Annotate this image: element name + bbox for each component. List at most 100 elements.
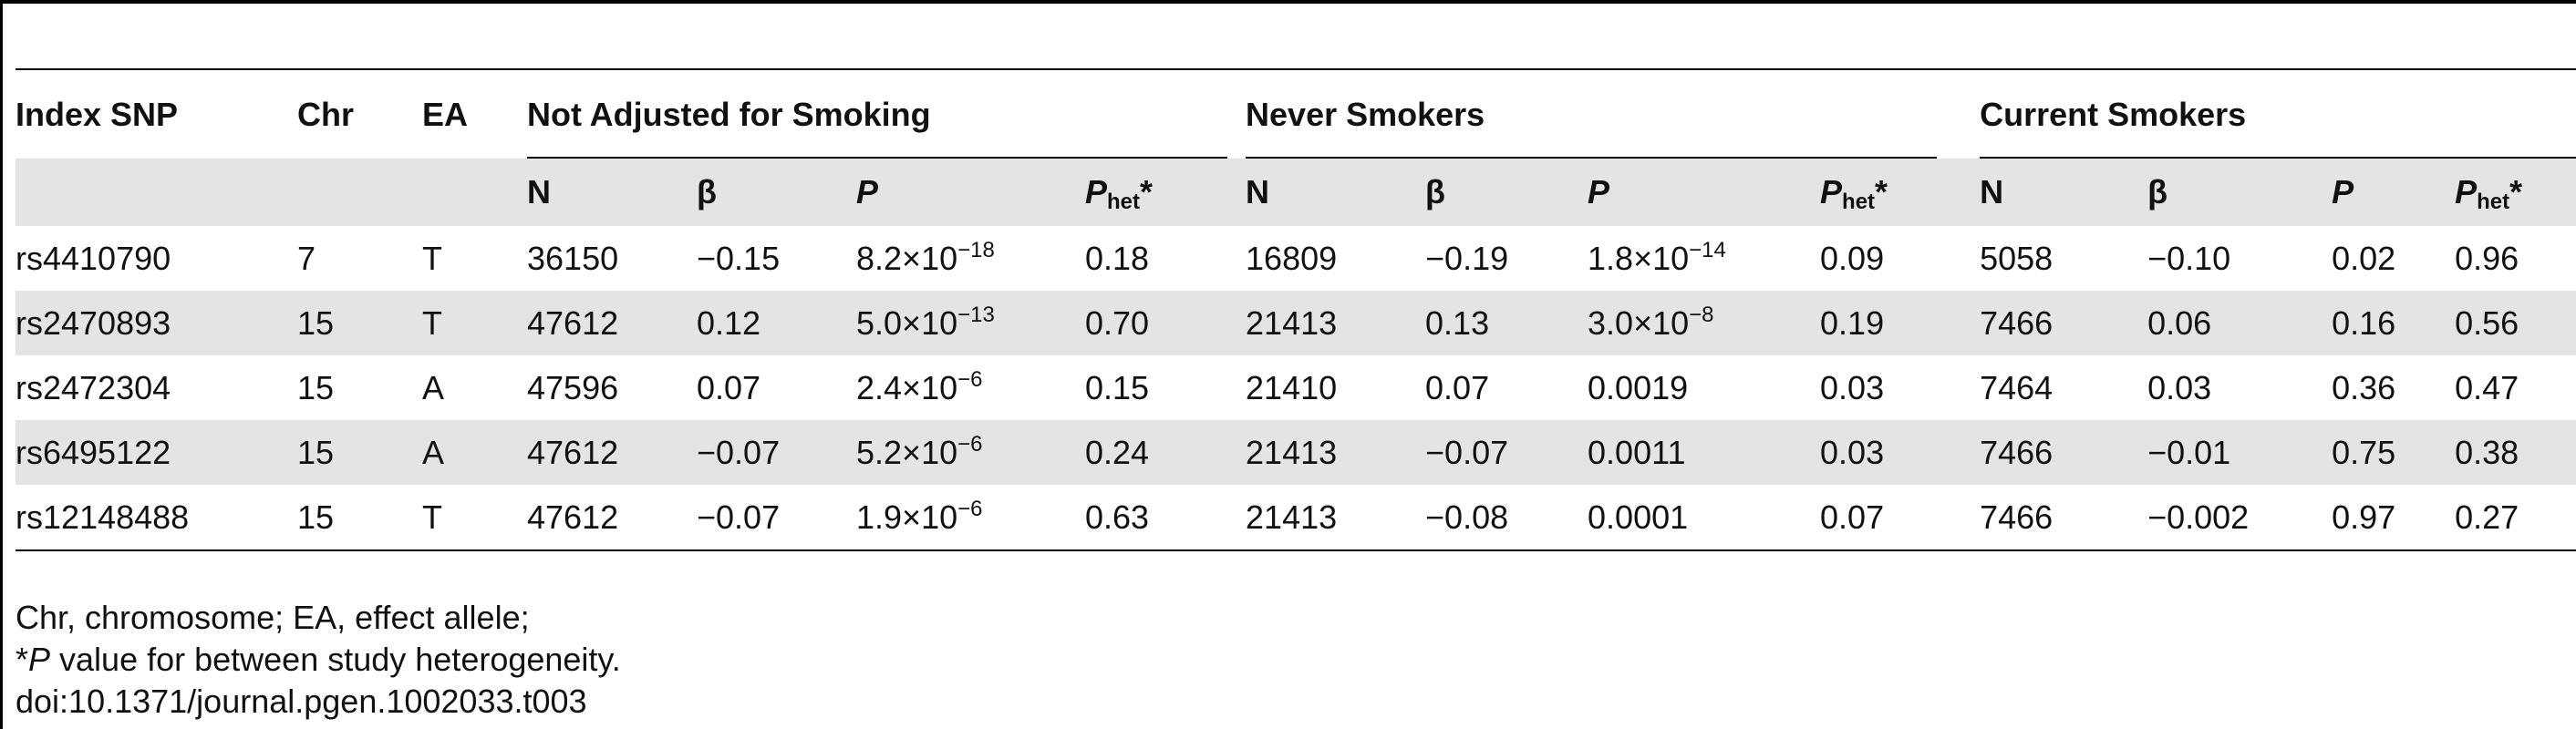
cell-n: 7464 xyxy=(1980,368,2054,406)
cell-phet: 0.27 xyxy=(2455,485,2576,551)
cell-p: 5.2×10−6 xyxy=(856,420,1085,485)
cell-phet: 0.07 xyxy=(1820,485,1981,551)
group-label: Not Adjusted for Smoking xyxy=(527,95,931,133)
cell-p: 5.0×10−13 xyxy=(856,291,1085,355)
col-header-index-snp: Index SNP xyxy=(16,68,297,159)
cell-phet: 0.70 xyxy=(1085,291,1247,355)
cell-phet: 0.56 xyxy=(2455,291,2576,355)
cell-phet: 0.38 xyxy=(2455,420,2576,485)
header-row-groups: Index SNP Chr EA Not Adjusted for Smokin… xyxy=(16,68,2576,159)
cell-beta: −0.01 xyxy=(2147,420,2333,485)
table-row: rs12148488 15 T 47612 −0.07 1.9×10−6 0.63 21413… xyxy=(16,485,2576,551)
cell-phet: 0.47 xyxy=(2455,368,2519,406)
empty-header-cell xyxy=(422,159,527,226)
group-header-never-smokers: Never Smokers xyxy=(1246,68,1981,159)
cell-phet: 0.03 xyxy=(1820,420,1981,485)
cell-n: 21410 xyxy=(1246,368,1338,406)
cell-p: 1.9×10−6 xyxy=(856,485,1085,551)
cell-beta: −0.08 xyxy=(1425,485,1588,551)
sub-header-p: P xyxy=(1588,159,1821,226)
cell-n: 21413 xyxy=(1246,291,1426,355)
cell-beta: −0.15 xyxy=(697,239,781,277)
cell-phet: 0.96 xyxy=(2455,239,2519,277)
sub-header-n: N xyxy=(1980,159,2148,226)
footnote-doi: doi:10.1371/journal.pgen.1002033.t003 xyxy=(16,683,587,720)
table-row: rs4410790 7 T 36150 −0.15 8.2×10−18 0.18 16809 −… xyxy=(16,226,2576,291)
group-label: Never Smokers xyxy=(1246,95,1485,133)
cell-snp: rs6495122 xyxy=(16,420,297,485)
cell-n: 47612 xyxy=(527,291,697,355)
group-label: Current Smokers xyxy=(1980,95,2247,133)
results-table-container: Index SNP Chr EA Not Adjusted for Smokin… xyxy=(16,68,2576,551)
col-header-chr: Chr xyxy=(297,68,422,159)
cell-n: 7466 xyxy=(1980,485,2148,551)
header-row-subcolumns: N β P Phet* N β P Phet* N β P Phet* xyxy=(16,159,2576,226)
sub-header-phet: Phet* xyxy=(2455,159,2576,226)
cell-n: 16809 xyxy=(1246,239,1338,277)
cell-beta: 0.07 xyxy=(1425,368,1490,406)
cell-beta: 0.06 xyxy=(2147,291,2333,355)
cell-p: 8.2×10−18 xyxy=(856,237,995,277)
table-row: rs6495122 15 A 47612 −0.07 5.2×10−6 0.24 21413−… xyxy=(16,420,2576,485)
cell-p: 0.0001 xyxy=(1588,485,1821,551)
sub-header-phet: Phet* xyxy=(1085,159,1247,226)
cell-beta: 0.12 xyxy=(697,291,856,355)
cell-p: 0.0019 xyxy=(1588,368,1689,406)
cell-p: 0.0011 xyxy=(1588,420,1821,485)
table-row: rs2472304 15 A 47596 0.07 2.4×10−6 0.15 21410 0.… xyxy=(16,355,2576,420)
cell-chr: 15 xyxy=(297,485,422,551)
sub-header-beta: β xyxy=(1425,159,1588,226)
cell-n: 7466 xyxy=(1980,420,2148,485)
cell-beta: 0.03 xyxy=(2147,368,2212,406)
cell-p: 1.8×10−14 xyxy=(1588,237,1726,277)
table-footnotes: Chr, chromosome; EA, effect allele; *P v… xyxy=(16,597,621,723)
cell-p: 2.4×10−6 xyxy=(856,366,983,406)
cell-beta: −0.07 xyxy=(697,485,856,551)
cell-ea: A xyxy=(422,368,445,406)
cell-snp: rs4410790 xyxy=(16,239,171,277)
cell-beta: 0.13 xyxy=(1425,291,1588,355)
cell-ea: A xyxy=(422,420,527,485)
sub-header-p: P xyxy=(2332,159,2456,226)
sub-header-beta: β xyxy=(697,159,856,226)
cell-n: 5058 xyxy=(1980,239,2054,277)
cell-chr: 15 xyxy=(297,368,335,406)
cell-beta: −0.07 xyxy=(1425,420,1588,485)
cell-beta: −0.19 xyxy=(1425,239,1509,277)
cell-chr: 7 xyxy=(297,239,316,277)
cell-phet: 0.15 xyxy=(1085,368,1150,406)
col-header-ea: EA xyxy=(422,68,527,159)
cell-p: 0.75 xyxy=(2332,420,2456,485)
cell-beta: 0.07 xyxy=(697,368,761,406)
empty-header-cell xyxy=(16,159,297,226)
cell-phet: 0.63 xyxy=(1085,485,1247,551)
cell-ea: T xyxy=(422,291,527,355)
results-table: Index SNP Chr EA Not Adjusted for Smokin… xyxy=(16,68,2576,551)
cell-snp: rs2472304 xyxy=(16,368,171,406)
footnote-abbreviations: Chr, chromosome; EA, effect allele; xyxy=(16,599,530,636)
cell-p: 0.36 xyxy=(2332,368,2396,406)
cell-phet: 0.03 xyxy=(1820,368,1885,406)
cell-phet: 0.18 xyxy=(1085,239,1150,277)
sub-header-n: N xyxy=(1246,159,1426,226)
cell-chr: 15 xyxy=(297,420,422,485)
cell-p: 0.16 xyxy=(2332,291,2456,355)
cell-p: 3.0×10−8 xyxy=(1588,291,1821,355)
cell-phet: 0.24 xyxy=(1085,420,1247,485)
cell-n: 21413 xyxy=(1246,420,1426,485)
footnote-phet: *P value for between study heterogeneity… xyxy=(16,641,621,678)
cell-n: 47612 xyxy=(527,485,697,551)
top-border xyxy=(0,0,2576,4)
table-row: rs2470893 15 T 47612 0.12 5.0×10−13 0.70 21413 0… xyxy=(16,291,2576,355)
cell-beta: −0.002 xyxy=(2147,485,2333,551)
cell-phet: 0.19 xyxy=(1820,291,1981,355)
group-header-current-smokers: Current Smokers xyxy=(1980,68,2576,159)
cell-beta: −0.10 xyxy=(2147,239,2231,277)
sub-header-n: N xyxy=(527,159,697,226)
cell-p: 0.97 xyxy=(2332,485,2456,551)
table-body: rs4410790 7 T 36150 −0.15 8.2×10−18 0.18 16809−… xyxy=(16,226,2576,551)
cell-beta: −0.07 xyxy=(697,420,856,485)
cell-snp: rs2470893 xyxy=(16,291,297,355)
cell-chr: 15 xyxy=(297,291,422,355)
cell-p: 0.02 xyxy=(2332,239,2396,277)
